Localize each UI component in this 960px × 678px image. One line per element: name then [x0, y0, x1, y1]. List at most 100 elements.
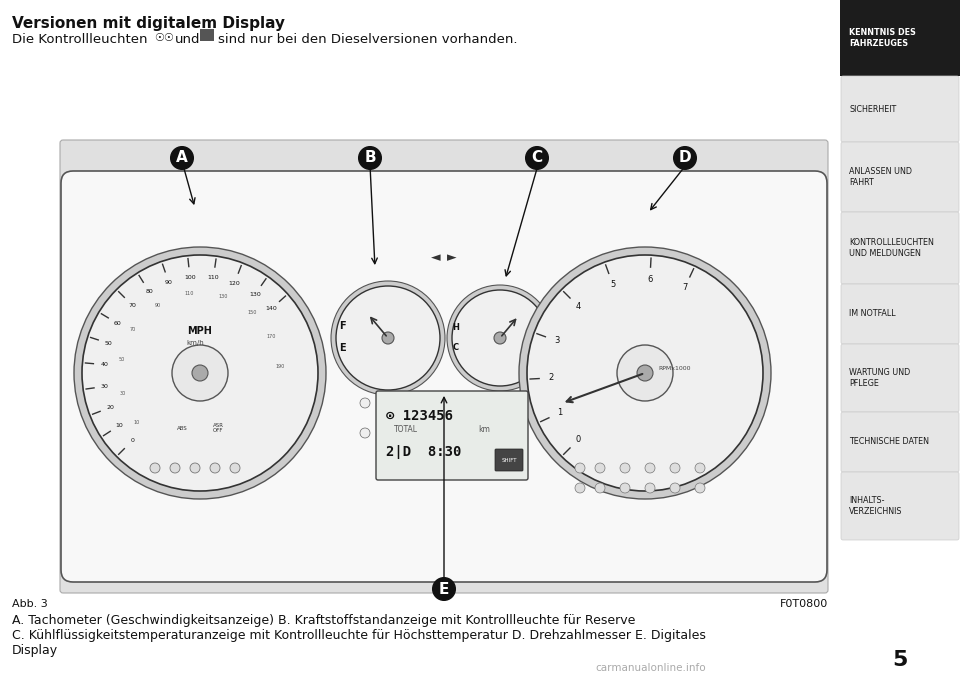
Text: B: B	[364, 151, 375, 165]
Circle shape	[192, 365, 208, 381]
Text: F: F	[339, 321, 346, 331]
Text: C. Kühlflüssigkeitstemperaturanzeige mit Kontrollleuchte für Höchsttemperatur D.: C. Kühlflüssigkeitstemperaturanzeige mit…	[12, 629, 706, 642]
FancyBboxPatch shape	[495, 449, 523, 471]
Text: A. Tachometer (Geschwindigkeitsanzeige) B. Kraftstoffstandanzeige mit Kontrollle: A. Tachometer (Geschwindigkeitsanzeige) …	[12, 614, 636, 627]
Text: WARTUNG UND
PFLEGE: WARTUNG UND PFLEGE	[849, 367, 910, 388]
Circle shape	[170, 463, 180, 473]
Text: 7: 7	[682, 283, 687, 292]
Text: 10: 10	[115, 423, 124, 428]
Text: ►: ►	[447, 252, 457, 264]
Text: 60: 60	[114, 321, 122, 326]
Circle shape	[331, 281, 445, 395]
Circle shape	[575, 483, 585, 493]
FancyBboxPatch shape	[200, 29, 214, 41]
Text: RPMx1000: RPMx1000	[659, 365, 691, 370]
Text: 30: 30	[120, 391, 126, 396]
Text: E: E	[339, 343, 346, 353]
Text: SICHERHEIT: SICHERHEIT	[849, 104, 897, 113]
Text: 1: 1	[557, 408, 563, 417]
Text: 70: 70	[129, 302, 136, 308]
Text: ◄: ◄	[431, 252, 441, 264]
Circle shape	[620, 463, 630, 473]
Text: 170: 170	[267, 334, 276, 339]
Circle shape	[447, 285, 553, 391]
Text: KENNTNIS DES
FAHRZEUGES: KENNTNIS DES FAHRZEUGES	[849, 28, 916, 48]
Circle shape	[452, 290, 548, 386]
Circle shape	[380, 418, 390, 428]
Text: 110: 110	[184, 292, 194, 296]
Text: MPH: MPH	[187, 326, 212, 336]
Circle shape	[595, 463, 605, 473]
Text: Abb. 3: Abb. 3	[12, 599, 48, 609]
Circle shape	[230, 463, 240, 473]
Text: 120: 120	[228, 281, 240, 286]
Text: 80: 80	[145, 289, 153, 294]
Circle shape	[645, 483, 655, 493]
FancyBboxPatch shape	[841, 212, 959, 284]
Text: TECHNISCHE DATEN: TECHNISCHE DATEN	[849, 437, 929, 447]
Text: 140: 140	[266, 306, 277, 311]
Text: 0: 0	[576, 435, 581, 444]
Text: 100: 100	[184, 275, 196, 280]
Circle shape	[82, 255, 318, 491]
FancyBboxPatch shape	[841, 284, 959, 344]
Text: 110: 110	[207, 275, 219, 281]
Text: H: H	[452, 323, 460, 332]
Circle shape	[74, 247, 326, 499]
Circle shape	[519, 247, 771, 499]
FancyBboxPatch shape	[60, 140, 828, 593]
Text: C: C	[532, 151, 542, 165]
Text: 3: 3	[554, 336, 560, 345]
Circle shape	[150, 463, 160, 473]
Text: INHALTS-
VERZEICHNIS: INHALTS- VERZEICHNIS	[849, 496, 902, 517]
Text: Die Kontrollleuchten: Die Kontrollleuchten	[12, 33, 148, 46]
Text: 130: 130	[250, 292, 261, 297]
Circle shape	[670, 483, 680, 493]
Text: E: E	[439, 582, 449, 597]
Text: KONTROLLLEUCHTEN
UND MELDUNGEN: KONTROLLLEUCHTEN UND MELDUNGEN	[849, 237, 934, 258]
Circle shape	[645, 463, 655, 473]
Circle shape	[336, 286, 440, 390]
Text: ⊙ 123456: ⊙ 123456	[386, 409, 453, 423]
Circle shape	[210, 463, 220, 473]
Circle shape	[695, 483, 705, 493]
Circle shape	[620, 483, 630, 493]
Text: 90: 90	[155, 302, 160, 308]
Circle shape	[494, 332, 506, 344]
Text: 10: 10	[133, 420, 140, 424]
Text: D: D	[679, 151, 691, 165]
Circle shape	[382, 332, 394, 344]
Text: 50: 50	[105, 341, 112, 346]
Text: ANLASSEN UND
FAHRT: ANLASSEN UND FAHRT	[849, 167, 912, 187]
Text: 2|D  8:30: 2|D 8:30	[386, 445, 462, 459]
FancyBboxPatch shape	[841, 344, 959, 412]
Circle shape	[617, 345, 673, 401]
Text: IM NOTFALL: IM NOTFALL	[849, 309, 896, 319]
Text: 130: 130	[219, 294, 228, 299]
FancyBboxPatch shape	[61, 171, 827, 582]
Text: und: und	[175, 33, 201, 46]
Text: km: km	[478, 425, 490, 434]
FancyBboxPatch shape	[841, 412, 959, 472]
Text: A: A	[176, 151, 188, 165]
Text: SHIFT: SHIFT	[501, 458, 516, 462]
FancyBboxPatch shape	[841, 142, 959, 212]
Circle shape	[400, 418, 410, 428]
Text: Display: Display	[12, 644, 59, 657]
Text: sind nur bei den Dieselversionen vorhanden.: sind nur bei den Dieselversionen vorhand…	[218, 33, 517, 46]
Circle shape	[380, 438, 390, 448]
Text: 20: 20	[107, 405, 114, 410]
Circle shape	[637, 365, 653, 381]
Text: ☉☉: ☉☉	[154, 33, 174, 43]
Text: 150: 150	[248, 310, 257, 315]
Text: 5: 5	[611, 280, 615, 290]
Circle shape	[695, 463, 705, 473]
FancyBboxPatch shape	[840, 0, 960, 76]
Text: 6: 6	[647, 275, 653, 283]
Text: 4: 4	[576, 302, 581, 311]
Text: 30: 30	[101, 384, 108, 389]
Text: 190: 190	[276, 363, 284, 369]
Text: ABS: ABS	[177, 426, 187, 431]
Text: carmanualonline.info: carmanualonline.info	[595, 663, 706, 673]
FancyBboxPatch shape	[841, 472, 959, 540]
